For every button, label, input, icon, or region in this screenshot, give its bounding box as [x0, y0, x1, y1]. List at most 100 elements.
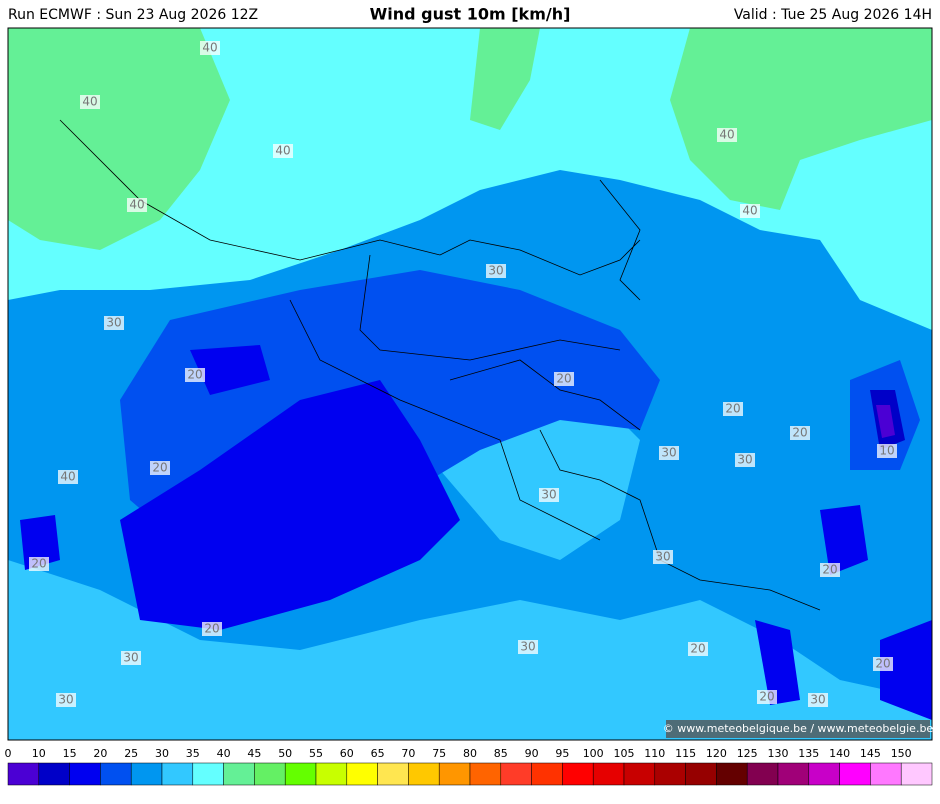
colorbar-tick-label: 100 [583, 747, 604, 760]
colorbar-segment [900, 762, 933, 786]
contour-label-bg [121, 651, 141, 665]
contour-label: 30 [123, 651, 138, 665]
contour-label-bg [56, 693, 76, 707]
colorbar-tick-label: 145 [860, 747, 881, 760]
contour-label-bg [29, 557, 49, 571]
colorbar-tick-label: 120 [706, 747, 727, 760]
contour-label-bg [202, 622, 222, 636]
contour-label-bg [717, 128, 737, 142]
colorbar-segment [716, 762, 748, 786]
colorbar-tick-label: 55 [309, 747, 323, 760]
colorbar-tick-label: 60 [340, 747, 354, 760]
colorbar-segment [377, 762, 409, 786]
colorbar-segment [223, 762, 255, 786]
colorbar-segment [777, 762, 810, 786]
contour-label-bg [659, 446, 679, 460]
colorbar-segment [500, 762, 532, 786]
colorbar-tick-label: 90 [525, 747, 539, 760]
contour-label: 20 [725, 402, 740, 416]
contour-label-bg [80, 95, 100, 109]
contour-label: 20 [875, 657, 890, 671]
contour-label: 20 [31, 557, 46, 571]
colorbar-segment [839, 762, 871, 786]
map [7, 27, 933, 741]
colorbar-segment [808, 762, 840, 786]
contour-label: 20 [690, 642, 705, 656]
colorbar-tick-label: 15 [63, 747, 77, 760]
valid-label: Valid : Tue 25 Aug 2026 14H [734, 7, 932, 23]
colorbar-tick-label: 70 [401, 747, 415, 760]
colorbar-tick-label: 65 [371, 747, 385, 760]
contour-label: 40 [742, 204, 757, 218]
contour-label-bg [740, 204, 760, 218]
colorbar-tick-label: 10 [32, 747, 46, 760]
contour-label-bg [653, 550, 673, 564]
copyright: © www.meteobelgique.be / www.meteobelgie… [663, 722, 934, 735]
contour-label: 20 [204, 622, 219, 636]
colorbar-segment [592, 762, 625, 786]
colorbar-tick-label: 75 [432, 747, 446, 760]
colorbar-segment [254, 762, 286, 786]
colorbar-segment [38, 762, 70, 786]
contour-label-bg [808, 693, 828, 707]
contour-label: 40 [275, 144, 290, 158]
contour-label: 30 [106, 316, 121, 330]
colorbar-tick-label: 20 [93, 747, 107, 760]
contour-label: 40 [60, 470, 75, 484]
contour-label-bg [539, 488, 559, 502]
contour-label-bg [127, 198, 147, 212]
contour-label-bg [790, 426, 810, 440]
run-label: Run ECMWF : Sun 23 Aug 2026 12Z [8, 7, 258, 23]
contour-label-bg [58, 470, 78, 484]
contour-label-bg [185, 368, 205, 382]
contour-label: 30 [655, 550, 670, 564]
colorbar-segment [531, 762, 563, 786]
contour-label: 40 [82, 95, 97, 109]
contour-label-bg [273, 144, 293, 158]
colorbar-tick-label: 150 [891, 747, 912, 760]
colorbar-segment [100, 762, 132, 786]
contour-label: 40 [719, 128, 734, 142]
contour-label: 20 [187, 368, 202, 382]
colorbar-segment [130, 762, 163, 786]
colorbar-segment [192, 762, 224, 786]
copyright-box [666, 720, 930, 738]
contour-label: 30 [520, 640, 535, 654]
colorbar-tick-label: 135 [798, 747, 819, 760]
contour-label: 30 [488, 264, 503, 278]
colorbar-segment [69, 762, 101, 786]
contour-label-bg [688, 642, 708, 656]
contour-label: 20 [792, 426, 807, 440]
colorbar-segment [408, 762, 440, 786]
map-title: Wind gust 10m [km/h] [370, 5, 571, 24]
colorbar-segment [870, 762, 902, 786]
contour-label-bg [150, 461, 170, 475]
colorbar-tick-label: 50 [278, 747, 292, 760]
colorbar-segment [623, 762, 656, 786]
colorbar-tick-label: 40 [217, 747, 231, 760]
contour-label-bg [486, 264, 506, 278]
colorbar-segment [654, 762, 686, 786]
contour-label: 30 [541, 488, 556, 502]
colorbar-tick-label: 105 [614, 747, 635, 760]
colorbar-tick-label: 45 [247, 747, 261, 760]
colorbar-segment [315, 762, 348, 786]
colorbar-tick-label: 110 [644, 747, 665, 760]
colorbar-segment [161, 762, 194, 786]
colorbar-segment [469, 762, 502, 786]
contour-label: 20 [822, 563, 837, 577]
contour-label: 30 [737, 453, 752, 467]
colorbar-segment [438, 762, 471, 786]
contour-label: 40 [202, 41, 217, 55]
colorbar-tick-label: 95 [555, 747, 569, 760]
contour-label-bg [735, 453, 755, 467]
colorbar-tick-label: 35 [186, 747, 200, 760]
colorbar-tick-label: 85 [494, 747, 508, 760]
contour-label-bg [200, 41, 220, 55]
contour-label-bg [820, 563, 840, 577]
contour-label-bg [873, 657, 893, 671]
colorbar-tick-label: 25 [124, 747, 138, 760]
colorbar-tick-label: 115 [675, 747, 696, 760]
contour-label: 20 [152, 461, 167, 475]
